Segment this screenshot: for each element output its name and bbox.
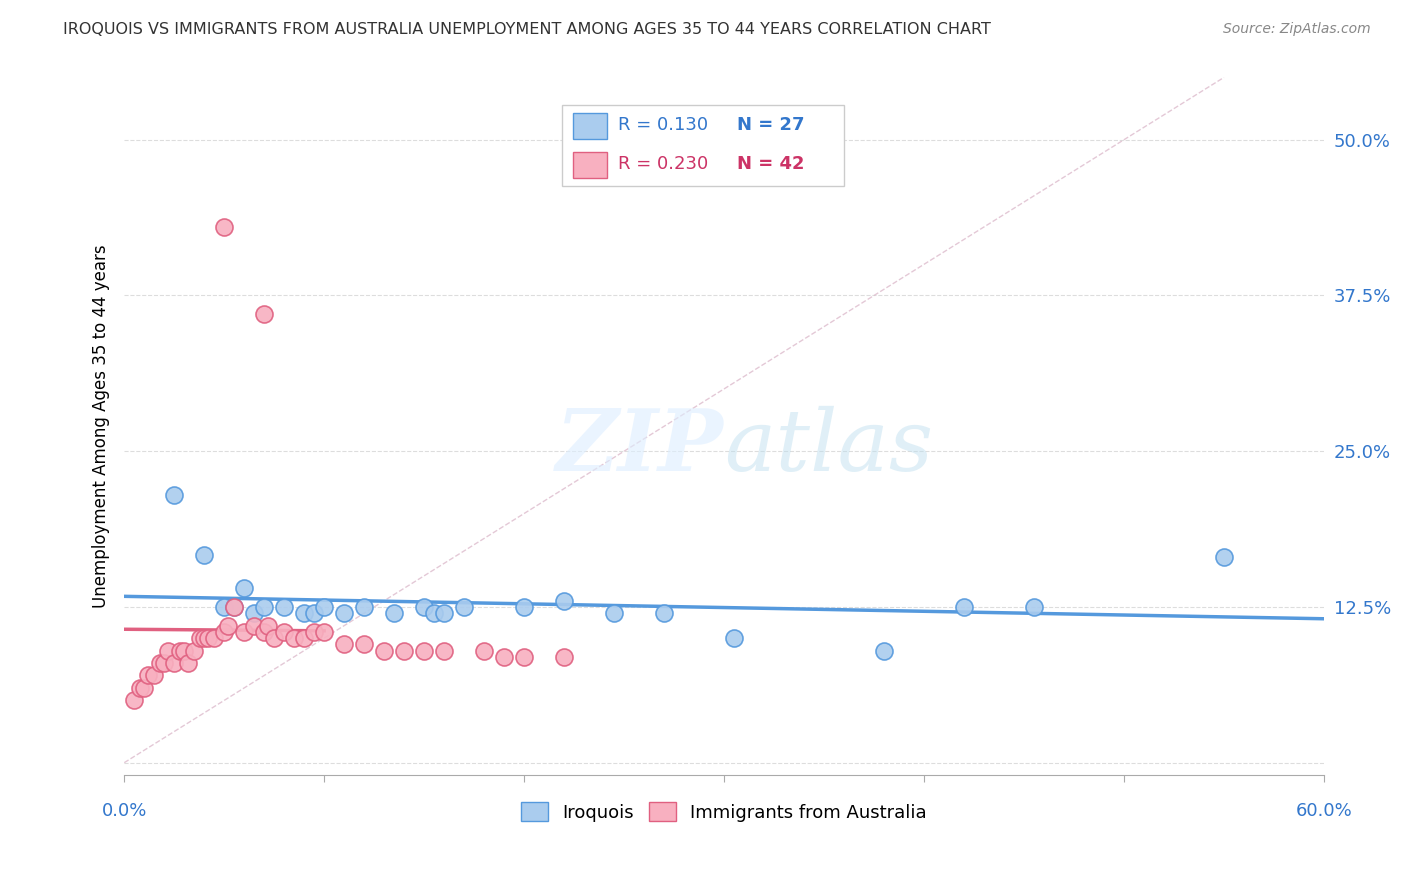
Point — [257, 618, 280, 632]
Point — [217, 618, 239, 632]
Point — [333, 637, 356, 651]
Point — [302, 606, 325, 620]
Point — [373, 643, 395, 657]
Point — [314, 624, 336, 639]
Text: Source: ZipAtlas.com: Source: ZipAtlas.com — [1223, 22, 1371, 37]
Point — [353, 637, 375, 651]
Point — [153, 656, 176, 670]
Point — [177, 656, 200, 670]
Text: 60.0%: 60.0% — [1295, 802, 1353, 820]
Point — [1213, 550, 1236, 565]
Text: 0.0%: 0.0% — [101, 802, 146, 820]
Legend: Iroquois, Immigrants from Australia: Iroquois, Immigrants from Australia — [515, 795, 934, 829]
Point — [494, 649, 516, 664]
Point — [382, 606, 405, 620]
Point — [183, 643, 205, 657]
Point — [157, 643, 180, 657]
Point — [253, 307, 276, 321]
Point — [212, 624, 235, 639]
Point — [173, 643, 195, 657]
Point — [202, 631, 225, 645]
Point — [314, 599, 336, 614]
Point — [169, 643, 191, 657]
Text: ZIP: ZIP — [557, 406, 724, 489]
Point — [392, 643, 415, 657]
Point — [333, 606, 356, 620]
Point — [163, 488, 186, 502]
Point — [134, 681, 156, 695]
Point — [273, 599, 295, 614]
Point — [302, 624, 325, 639]
Point — [212, 219, 235, 234]
Point — [423, 606, 446, 620]
Point — [553, 649, 575, 664]
Text: IROQUOIS VS IMMIGRANTS FROM AUSTRALIA UNEMPLOYMENT AMONG AGES 35 TO 44 YEARS COR: IROQUOIS VS IMMIGRANTS FROM AUSTRALIA UN… — [63, 22, 991, 37]
Point — [873, 643, 896, 657]
Point — [263, 631, 285, 645]
Point — [513, 599, 536, 614]
Point — [233, 624, 256, 639]
Point — [253, 599, 276, 614]
Y-axis label: Unemployment Among Ages 35 to 44 years: Unemployment Among Ages 35 to 44 years — [93, 244, 110, 608]
Point — [292, 606, 315, 620]
Point — [136, 668, 159, 682]
Point — [193, 631, 215, 645]
Point — [224, 599, 246, 614]
Point — [513, 649, 536, 664]
Point — [553, 593, 575, 607]
Point — [193, 548, 215, 562]
Point — [233, 581, 256, 595]
Point — [453, 599, 475, 614]
Point — [353, 599, 375, 614]
Point — [1022, 599, 1045, 614]
Point — [433, 643, 456, 657]
Point — [188, 631, 211, 645]
Point — [143, 668, 166, 682]
Point — [413, 643, 436, 657]
Point — [283, 631, 305, 645]
Point — [273, 624, 295, 639]
Point — [224, 599, 246, 614]
Point — [243, 618, 266, 632]
Point — [292, 631, 315, 645]
Point — [129, 681, 152, 695]
Point — [122, 693, 145, 707]
Point — [243, 606, 266, 620]
Point — [953, 599, 976, 614]
Point — [253, 624, 276, 639]
Point — [149, 656, 172, 670]
Point — [603, 606, 626, 620]
Point — [723, 631, 745, 645]
Point — [652, 606, 675, 620]
Point — [472, 643, 495, 657]
Point — [197, 631, 219, 645]
Point — [413, 599, 436, 614]
Point — [212, 599, 235, 614]
Text: atlas: atlas — [724, 406, 934, 489]
Point — [163, 656, 186, 670]
Point — [433, 606, 456, 620]
